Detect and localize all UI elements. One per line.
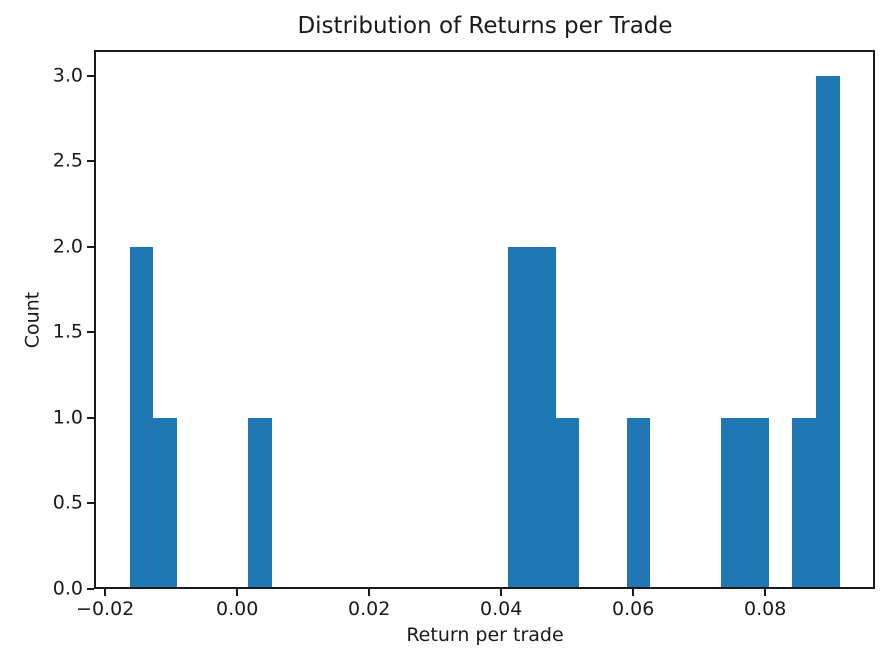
x-tick-mark <box>632 589 635 596</box>
histogram-bar <box>744 417 769 589</box>
y-tick-label: 3.0 <box>52 64 83 87</box>
y-tick-mark <box>87 160 94 163</box>
spine-right <box>873 50 875 589</box>
x-tick-label: 0.00 <box>216 598 259 620</box>
spine-left <box>94 50 96 589</box>
histogram-bar <box>555 417 580 589</box>
spine-top <box>94 50 875 52</box>
spine-bottom <box>94 587 875 589</box>
y-tick-mark <box>87 74 94 77</box>
y-tick-mark <box>87 245 94 248</box>
histogram-bar <box>129 246 154 589</box>
x-tick-label: 0.04 <box>480 598 523 620</box>
x-axis-label: Return per trade <box>406 624 564 646</box>
x-tick-mark <box>104 589 107 596</box>
y-tick-label: 2.0 <box>52 235 83 258</box>
x-tick-mark <box>368 589 371 596</box>
y-tick-label: 1.0 <box>52 406 83 429</box>
x-tick-mark <box>764 589 767 596</box>
histogram-bar <box>247 417 272 589</box>
histogram-bar <box>626 417 651 589</box>
y-tick-mark <box>87 416 94 419</box>
y-tick-label: 2.5 <box>52 149 83 172</box>
plot-area: −0.02 0.00 0.02 0.04 0.06 0.08 0.0 0.5 1.0 1.5 2.0… <box>53 50 875 619</box>
histogram-bar <box>792 417 816 589</box>
y-tick-mark <box>87 588 94 590</box>
y-tick-mark <box>87 502 94 505</box>
y-tick-label: 1.5 <box>52 320 83 343</box>
histogram-bar <box>531 246 556 589</box>
chart-title: Distribution of Returns per Trade <box>297 13 673 39</box>
x-tick-label: −0.02 <box>76 598 135 620</box>
y-tick-label: 0.0 <box>52 577 83 600</box>
x-tick-label: 0.02 <box>348 598 391 620</box>
x-tick-label: 0.08 <box>744 598 787 620</box>
histogram-bar <box>153 417 177 589</box>
histogram-bar <box>508 246 532 589</box>
x-tick-mark <box>500 589 503 596</box>
histogram-bar <box>815 75 840 589</box>
histogram-bar <box>721 417 745 589</box>
y-tick-label: 0.5 <box>52 491 83 514</box>
x-tick-label: 0.06 <box>612 598 655 620</box>
x-tick-mark <box>236 589 239 596</box>
y-axis-label: Count <box>21 291 44 349</box>
y-tick-mark <box>87 331 94 334</box>
